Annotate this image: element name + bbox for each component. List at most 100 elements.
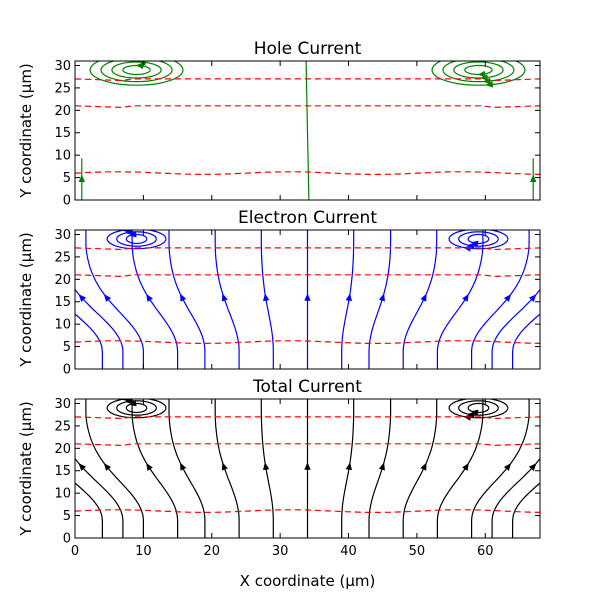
streamline-arrow <box>138 61 147 66</box>
streamline-arrow <box>503 294 512 302</box>
y-tick-label: 20 <box>54 104 71 119</box>
panel-title: Hole Current <box>254 39 362 59</box>
panel-total: 0 5 10 15 20 25 30 0 10 20 30 40 50 60 Total Current Y … <box>17 377 564 559</box>
x-tick-label: 20 <box>203 544 220 559</box>
streamline-52 <box>89 61 184 86</box>
streamline-arrow <box>135 62 144 70</box>
y-tick-label: 15 <box>54 464 71 479</box>
streamline-12 <box>471 230 530 369</box>
streamline-13 <box>491 288 540 369</box>
x-tick-label: 10 <box>135 544 152 559</box>
streamline-29 <box>116 400 157 416</box>
streamline-arrow <box>345 293 352 302</box>
streamline-arrow <box>528 463 537 471</box>
streamline-arrow <box>485 81 494 88</box>
y-tick-label: 30 <box>54 228 71 243</box>
streamline-10 <box>402 230 438 369</box>
panel-electron: 0 5 10 15 20 25 30 Electron Current Y coordinate… <box>17 208 564 378</box>
x-tick-label: 0 <box>71 544 79 559</box>
streamline-arrow <box>463 414 472 421</box>
streamline-arrow <box>503 463 512 471</box>
streamline-arrow <box>143 52 151 59</box>
streamline-30 <box>457 400 499 416</box>
y-axis-label: Y coordinate (µm) <box>17 401 35 537</box>
streamline-28 <box>467 402 490 414</box>
plot-frame <box>74 229 541 370</box>
streamline-0 <box>75 313 103 369</box>
streamline-11 <box>436 399 484 538</box>
y-tick-label: 10 <box>54 149 71 164</box>
streamline-arrow <box>146 293 153 302</box>
y-tick-label: 25 <box>54 81 71 96</box>
y-axis-label: Y coordinate (µm) <box>17 63 35 199</box>
boundary-line <box>75 247 540 251</box>
y-tick-label: 0 <box>63 194 71 209</box>
streamline-4 <box>168 399 206 538</box>
streamline-arrow <box>78 294 87 302</box>
streamline-50 <box>100 61 173 83</box>
y-tick-label: 15 <box>54 126 71 141</box>
streamline-arrow <box>78 463 87 471</box>
streamline-arrow <box>180 293 187 302</box>
streamline-56 <box>305 61 310 200</box>
streamlines <box>75 230 564 369</box>
streamline-arrow <box>554 461 564 471</box>
streamline-48 <box>111 61 162 79</box>
streamlines <box>78 52 537 200</box>
streamline-arrow <box>103 294 112 302</box>
streamline-3 <box>131 230 179 369</box>
x-tick-label: 50 <box>409 544 426 559</box>
streamline-28 <box>467 233 490 245</box>
streamline-arrow <box>146 462 153 471</box>
y-tick-label: 30 <box>54 397 71 412</box>
y-axis-label: Y coordinate (µm) <box>17 232 35 368</box>
y-tick-label: 20 <box>54 273 71 288</box>
streamline-4 <box>168 230 206 369</box>
y-tick-label: 25 <box>54 250 71 265</box>
streamline-49 <box>453 61 504 79</box>
streamline-27 <box>125 402 148 414</box>
streamline-10 <box>402 399 438 538</box>
x-tick-label: 40 <box>340 544 357 559</box>
streamline-arrow <box>304 293 311 301</box>
streamline-arrow <box>462 462 469 471</box>
x-tick-label: 60 <box>477 544 494 559</box>
panel-title: Total Current <box>252 377 362 397</box>
boundary-line <box>75 509 540 514</box>
y-tick-label: 15 <box>54 295 71 310</box>
streamline-29 <box>116 231 157 247</box>
streamline-arrow <box>78 174 86 182</box>
streamline-0 <box>75 482 103 538</box>
streamline-12 <box>471 399 530 538</box>
streamline-arrow <box>221 293 228 302</box>
panel-hole: 0 5 10 15 20 25 30 Hole Current Y coordinate (µm… <box>17 39 541 209</box>
y-tick-label: 20 <box>54 442 71 457</box>
boundary-line <box>75 443 540 447</box>
y-tick-label: 5 <box>63 171 71 186</box>
boundary-line <box>75 78 540 82</box>
streamline-13 <box>491 457 540 538</box>
y-tick-label: 0 <box>63 363 71 378</box>
streamline-arrow <box>420 293 427 302</box>
streamline-arrow <box>554 292 564 302</box>
boundary-line <box>75 105 540 109</box>
y-tick-label: 30 <box>54 59 71 74</box>
y-tick-label: 10 <box>54 487 71 502</box>
streamline-arrow <box>477 70 486 78</box>
boundary-line <box>75 274 540 278</box>
streamline-arrow <box>180 462 187 471</box>
boundary-line <box>75 416 540 420</box>
plot-frame <box>74 60 541 201</box>
streamline-2 <box>85 399 144 538</box>
y-tick-label: 5 <box>63 340 71 355</box>
streamline-arrow <box>121 399 130 402</box>
streamline-arrow <box>263 293 270 302</box>
streamline-arrow <box>378 462 385 471</box>
streamline-46 <box>122 64 151 76</box>
streamline-11 <box>436 230 484 369</box>
streamline-14 <box>512 482 540 538</box>
streamline-2 <box>85 230 144 369</box>
streamlines <box>75 399 564 538</box>
y-tick-label: 5 <box>63 509 71 524</box>
